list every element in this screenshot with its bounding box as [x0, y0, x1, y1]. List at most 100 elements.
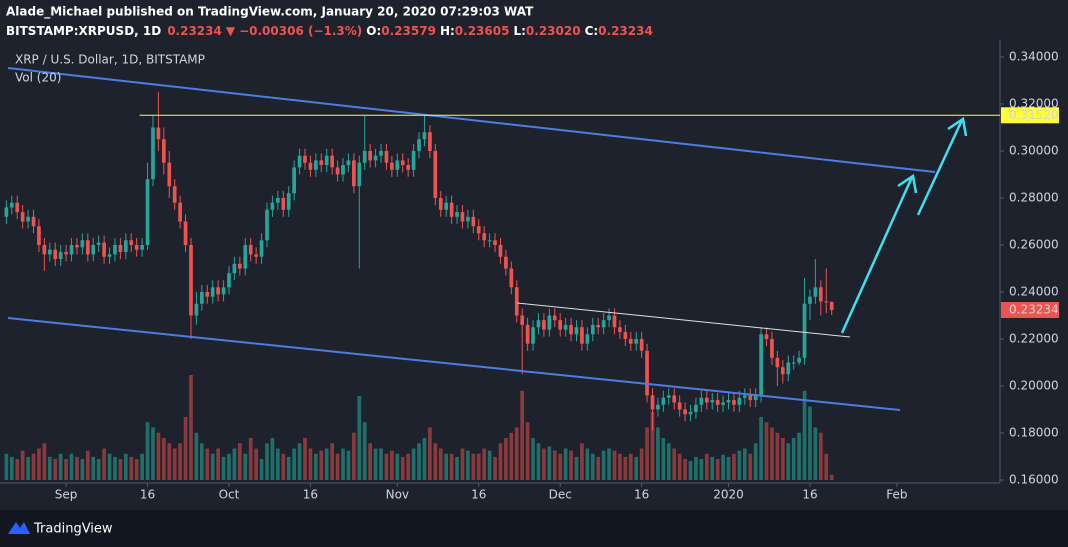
volume-bar	[688, 461, 693, 480]
candle-body	[612, 315, 617, 328]
candle-body	[422, 132, 427, 140]
candle-body	[31, 216, 36, 227]
volume-bar	[732, 453, 736, 480]
volume-bar	[286, 456, 291, 480]
volume-bar	[618, 453, 622, 480]
volume-bar	[677, 453, 682, 480]
volume-bar	[748, 453, 753, 480]
candle-body	[498, 245, 503, 257]
candle-body	[362, 151, 367, 163]
candle-body	[379, 151, 383, 156]
volume-bar	[161, 438, 166, 480]
candle-body	[699, 397, 704, 405]
symbol-line: BITSTAMP:XRPUSD, 1D 0.23234 ▼ −0.00306 (−1.…	[6, 24, 653, 38]
candle-body	[47, 249, 52, 255]
level-price-tag	[1001, 107, 1059, 124]
volume-bar	[357, 396, 362, 480]
candle-body	[547, 315, 552, 330]
candle-body	[9, 202, 14, 208]
volume-bar	[199, 443, 204, 480]
candle-body	[4, 207, 9, 217]
candle-body	[172, 186, 177, 203]
candle-body	[818, 287, 823, 302]
volume-bar	[818, 432, 823, 480]
candle-body	[601, 320, 606, 328]
arrow	[916, 119, 964, 216]
volume-bar	[455, 456, 459, 480]
candle-body	[623, 331, 628, 339]
x-tick-label: Sep	[55, 488, 78, 502]
candle-body	[194, 303, 199, 316]
candle-body	[395, 160, 400, 170]
candle-body	[764, 334, 769, 339]
volume-bar	[715, 459, 720, 480]
candle-body	[471, 216, 476, 227]
volume-bar	[102, 448, 106, 480]
candle-body	[123, 240, 128, 253]
volume-bar	[319, 450, 324, 480]
volume-bar	[612, 450, 617, 480]
candle-body	[585, 334, 590, 344]
candle-body	[493, 240, 497, 245]
symbol-line-part: 0.23605	[455, 24, 510, 38]
y-tick-label: 0.16000	[1009, 473, 1059, 487]
volume-bar	[281, 453, 286, 480]
candle-body	[210, 287, 215, 297]
volume-bar	[406, 453, 411, 480]
candle-body	[574, 327, 579, 335]
candle-body	[596, 324, 601, 328]
volume-bar	[216, 448, 220, 480]
x-tick-label: 16	[303, 488, 318, 502]
volume-bar	[645, 427, 649, 480]
drawings	[7, 67, 968, 411]
candle-body	[102, 242, 106, 257]
candle-body	[75, 245, 79, 248]
candle-body	[721, 402, 725, 405]
candle-body	[715, 400, 720, 405]
candle-body	[748, 395, 753, 401]
candle-body	[303, 155, 307, 163]
volume-bar	[362, 422, 367, 480]
x-tick-label: 16	[471, 488, 486, 502]
candle-body	[732, 400, 736, 405]
candle-body	[628, 339, 633, 344]
symbol-line-part: O:	[366, 24, 381, 38]
x-tick-label: 16	[140, 488, 155, 502]
candle-body	[710, 400, 715, 403]
candle-body	[775, 357, 780, 368]
candle-body	[813, 287, 818, 297]
candle-body	[487, 240, 492, 242]
candle-body	[411, 151, 416, 170]
volume-bar	[726, 456, 731, 480]
volume-bar	[699, 459, 704, 480]
volume-bar	[504, 438, 508, 480]
candle-body	[368, 151, 373, 161]
candle-body	[341, 165, 345, 175]
candle-body	[476, 226, 481, 234]
volume-bar	[813, 427, 818, 480]
symbol-line-part: 0.23234	[167, 24, 222, 38]
candle-body	[759, 334, 763, 396]
candle-body	[37, 226, 41, 245]
candle-body	[254, 254, 258, 257]
volume-bar	[308, 448, 313, 480]
volume-bar	[189, 375, 193, 480]
volume-bar	[482, 448, 487, 480]
candle-body	[791, 362, 796, 364]
volume-bar	[536, 443, 541, 480]
volume-bar	[531, 438, 535, 480]
symbol-line-part: BITSTAMP:XRPUSD, 1D	[6, 24, 161, 38]
candle-body	[20, 212, 25, 222]
candle-body	[742, 395, 747, 398]
volume-bar	[324, 448, 329, 480]
candle-body	[417, 139, 421, 151]
candle-body	[346, 160, 351, 166]
symbol-line-part: L:	[513, 24, 525, 38]
candle-body	[482, 233, 487, 241]
candle-body	[53, 249, 58, 260]
x-tick-label: Dec	[549, 488, 572, 502]
symbol-line-part: C:	[585, 24, 599, 38]
volume-bar	[628, 453, 633, 480]
candle-body	[319, 160, 324, 166]
volume-bar	[498, 443, 503, 480]
